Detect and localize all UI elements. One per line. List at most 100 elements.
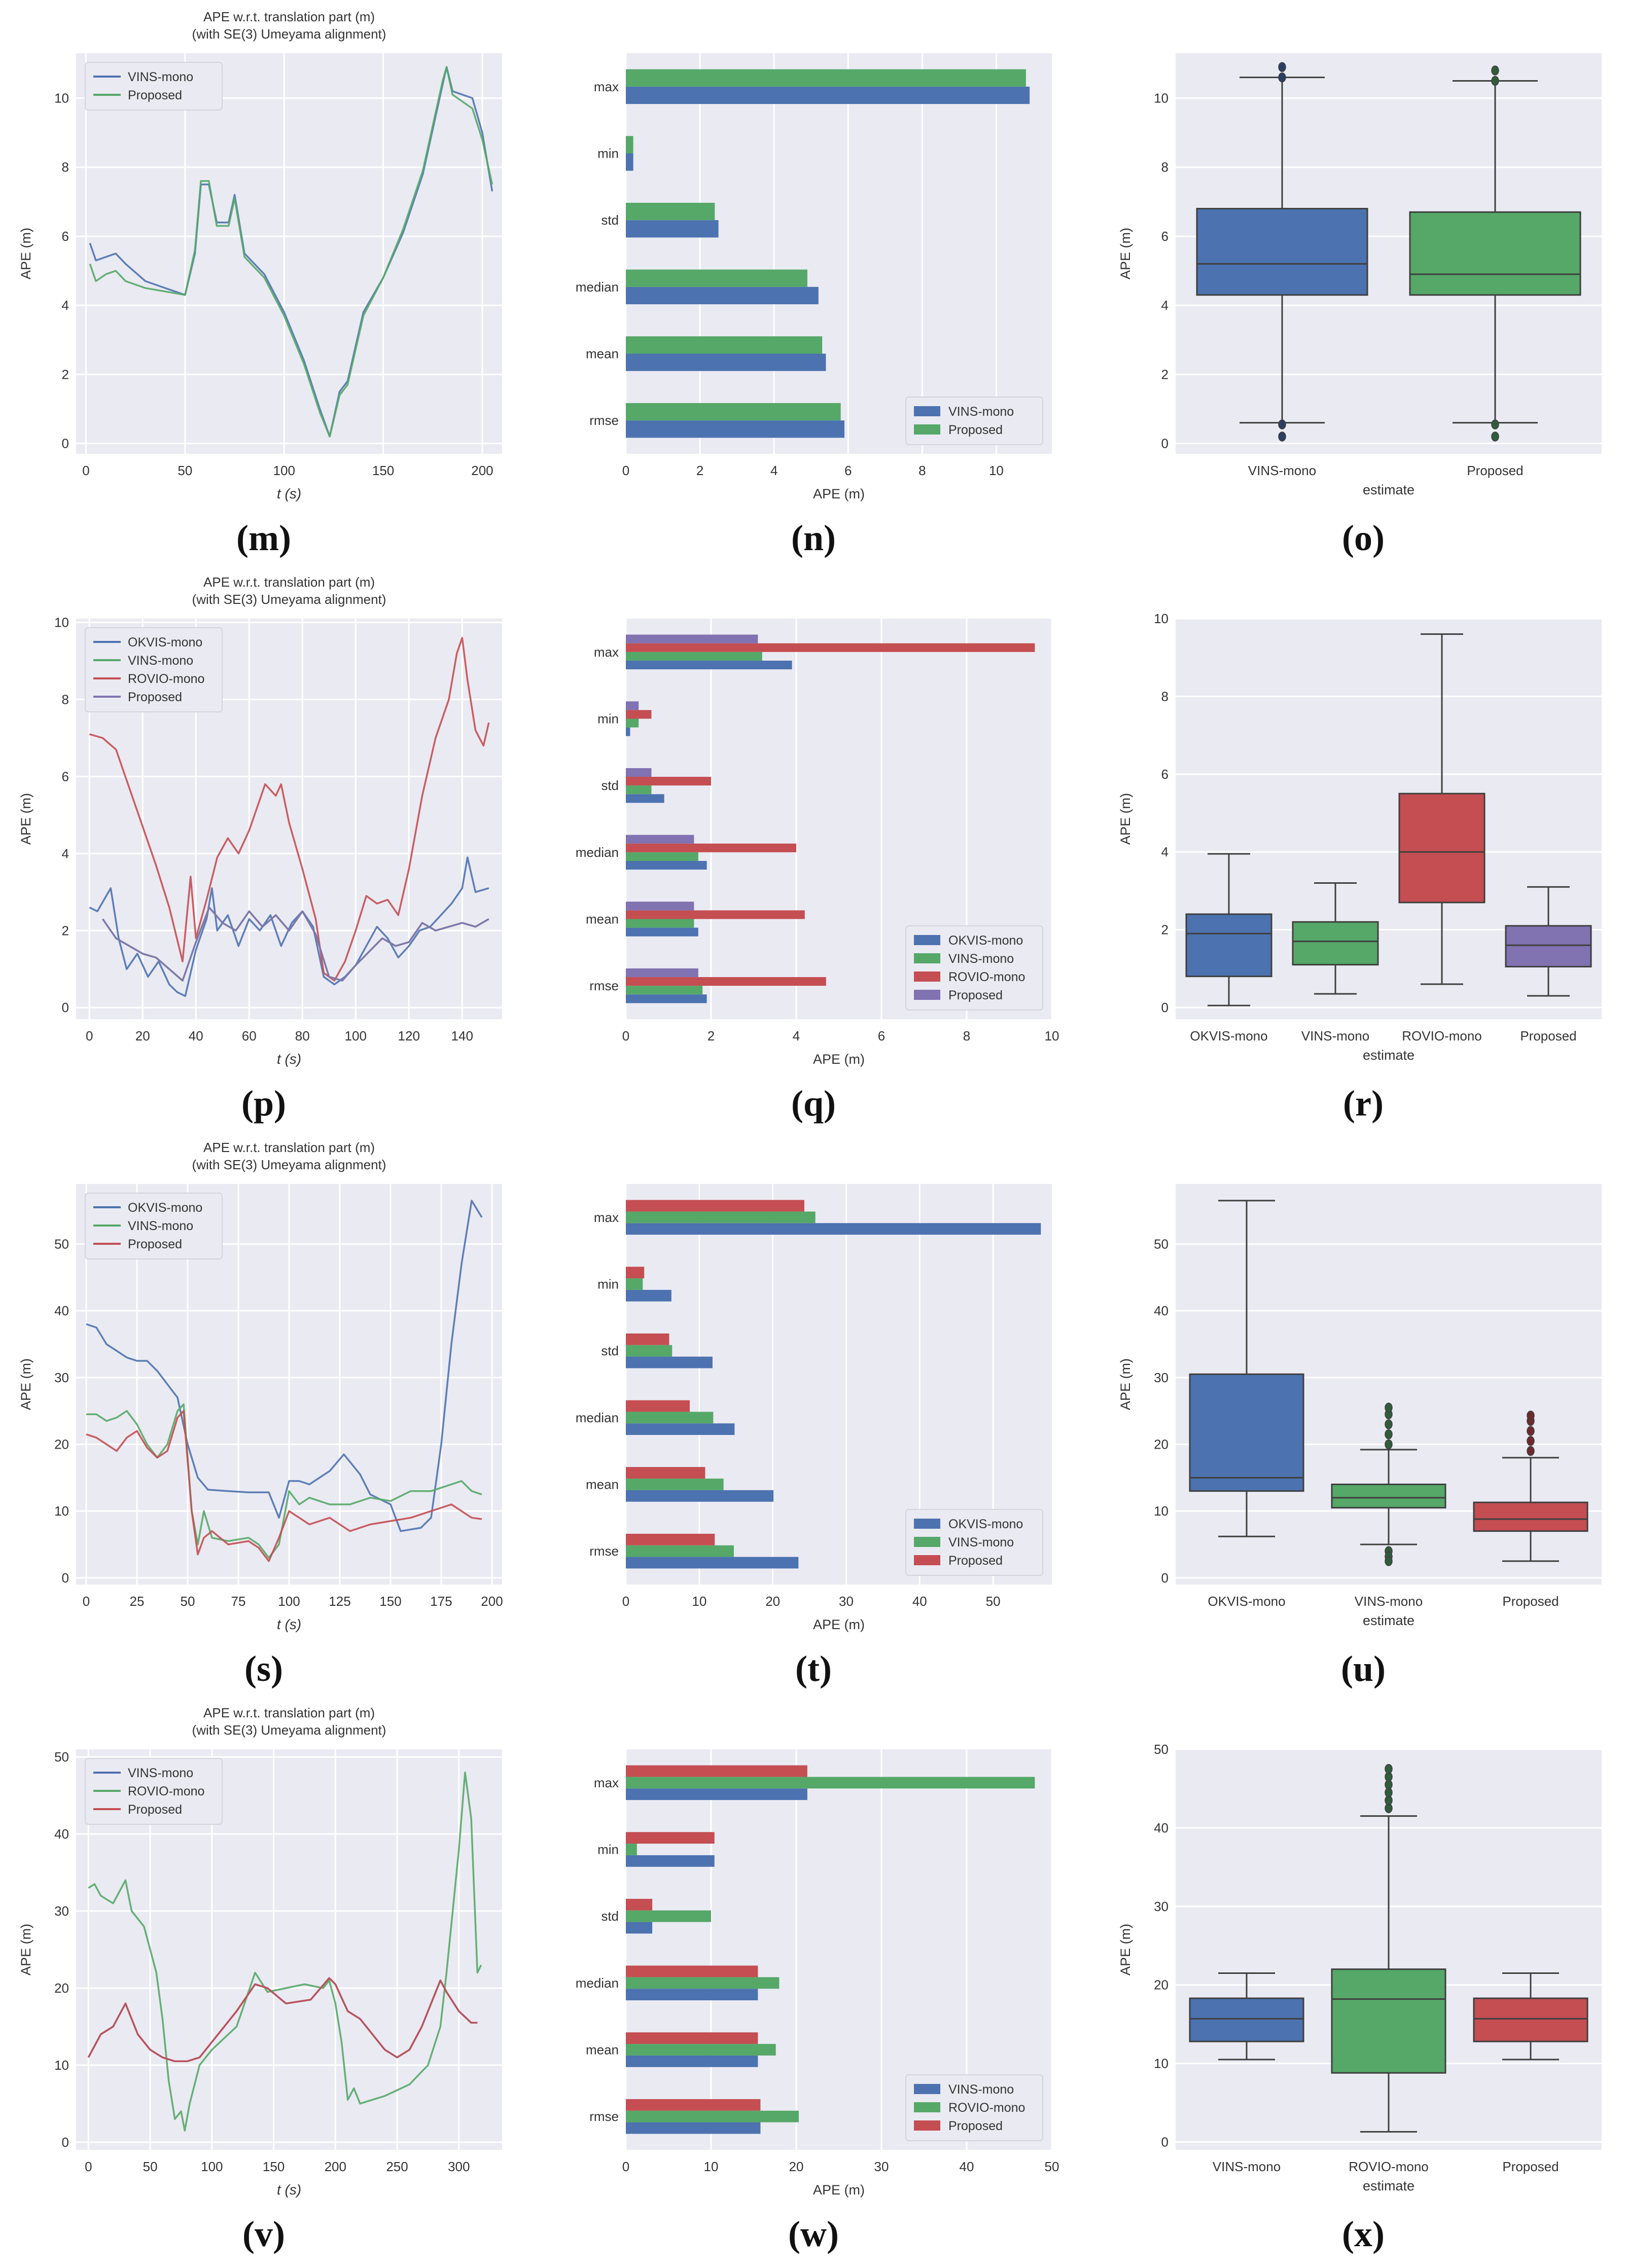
bar [626, 202, 715, 221]
category-label: min [597, 146, 619, 161]
x-tick-label: VINS-mono [1248, 463, 1316, 478]
x-tick-label: 10 [1045, 1028, 1059, 1043]
bar [626, 968, 698, 978]
category-label: median [576, 845, 619, 860]
legend-swatch [914, 2120, 940, 2131]
y-axis-label: APE (m) [18, 793, 33, 845]
legend-entry: VINS-mono [948, 1535, 1014, 1550]
x-tick-label: 50 [178, 463, 192, 478]
series-line [87, 1977, 478, 2063]
bar [626, 652, 762, 661]
category-label: rmse [589, 1543, 619, 1559]
x-tick-label: 30 [874, 2159, 889, 2174]
x-tick-label: 50 [986, 1594, 1001, 1609]
legend-swatch [914, 2102, 940, 2112]
chart-svg: APE w.r.t. translation part (m) (with SE(… [18, 1705, 502, 2198]
legend-entry: Proposed [948, 2119, 1003, 2133]
series-line [86, 1410, 482, 1562]
x-tick-label: 20 [789, 2159, 804, 2174]
x-tick-label: Proposed [1502, 2159, 1559, 2174]
box [1473, 1997, 1588, 2042]
bar [626, 1412, 714, 1424]
bar [626, 1400, 690, 1412]
legend-entry: ROVIO-mono [948, 2101, 1025, 2115]
y-axis-label: APE (m) [18, 1924, 33, 1975]
category-label: std [601, 212, 619, 228]
y-tick-label: 8 [1161, 689, 1169, 704]
y-tick-label: 50 [54, 1237, 69, 1252]
panel-q-stats-bar-chart: 0 2 4 6 8 10 max min std median mean rmse OKVIS-mono… [550, 565, 1077, 1124]
chart-subtitle: (with SE(3) Umeyama alignment) [192, 592, 386, 607]
box [1409, 211, 1581, 296]
x-tick-label: 75 [231, 1594, 246, 1609]
bar [626, 768, 652, 777]
bar [626, 2099, 761, 2111]
panel-o-box-plot: 0 2 4 6 8 10 VINS-mono Proposed estimate APE (m) … [1100, 0, 1627, 558]
bar [626, 1479, 724, 1490]
bar [626, 1922, 653, 1934]
x-tick-label: 30 [839, 1594, 854, 1609]
panel-label: (r) [1343, 1083, 1384, 1124]
x-tick-label: 10 [692, 1594, 706, 1609]
bar [626, 1490, 774, 1502]
outlier-point [1278, 62, 1286, 72]
y-tick-label: 0 [62, 1570, 69, 1586]
panel-t-stats-bar-chart: 0 10 20 30 40 50 max min std median mean rmse OKVIS-… [550, 1131, 1077, 1689]
x-tick-label: 80 [295, 1028, 310, 1043]
bar [626, 403, 841, 421]
panel-s-trajectory-plot: APE w.r.t. translation part (m) (with SE(… [0, 1131, 527, 1689]
legend-swatch [914, 1519, 940, 1529]
chart-subtitle: (with SE(3) Umeyama alignment) [192, 1157, 386, 1172]
panel-label: (q) [791, 1083, 836, 1124]
y-tick-label: 10 [1154, 1503, 1169, 1519]
x-tick-label: 125 [329, 1594, 350, 1609]
bar [626, 2110, 799, 2122]
bar [626, 1898, 653, 1911]
legend-entry: VINS-mono [128, 1766, 193, 1780]
legend-entry: VINS-mono [128, 70, 193, 84]
box [1189, 1373, 1304, 1492]
legend-entry: ROVIO-mono [948, 970, 1025, 984]
y-tick-label: 10 [1154, 611, 1169, 626]
panel-label: (t) [795, 1648, 832, 1689]
category-label: max [594, 79, 619, 94]
panel-w-stats-bar-chart: 0 10 20 30 40 50 max min std median mean rmse VINS-m… [550, 1696, 1077, 2254]
x-tick-label: 175 [430, 1594, 452, 1609]
y-axis-label: APE (m) [18, 228, 33, 279]
x-tick-label: 2 [708, 1028, 715, 1043]
x-tick-label: 6 [878, 1028, 885, 1043]
x-tick-label: 40 [960, 2159, 974, 2174]
x-axis-label: estimate [1363, 1048, 1414, 1063]
legend-entry: ROVIO-mono [128, 1784, 204, 1798]
x-axis-label: APE (m) [813, 2182, 865, 2198]
chart-svg: 0 10 20 30 40 50 max min std median mean rmse OKVIS-… [576, 1184, 1052, 1632]
y-tick-label: 40 [1154, 1303, 1169, 1318]
legend-entry: Proposed [128, 1237, 182, 1251]
chart-svg: 0 2 4 6 8 10 max min std median mean rmse VINS-mono P… [576, 53, 1052, 501]
bar [626, 153, 633, 171]
bar [626, 269, 807, 287]
x-axis-label: t (s) [277, 486, 301, 501]
bar [626, 986, 703, 995]
legend-box [85, 1193, 223, 1259]
legend-entry: VINS-mono [128, 1219, 193, 1233]
bar [626, 785, 652, 795]
bar [626, 2044, 776, 2056]
plot-background [626, 53, 1052, 454]
x-tick-label: 10 [704, 2159, 719, 2174]
y-tick-label: 0 [62, 436, 69, 451]
bar [626, 136, 633, 154]
panel-label: (x) [1342, 2214, 1385, 2254]
x-axis-label: APE (m) [813, 1052, 865, 1067]
y-tick-label: 20 [54, 1437, 69, 1452]
legend-swatch [914, 971, 940, 982]
legend-swatch [914, 990, 940, 1000]
y-tick-label: 30 [54, 1370, 69, 1385]
category-label: mean [586, 1477, 619, 1492]
x-tick-label: 25 [130, 1594, 145, 1609]
outlier-point [1385, 1419, 1393, 1429]
chart-title: APE w.r.t. translation part (m) [203, 9, 375, 24]
bar [626, 1211, 816, 1223]
x-tick-label: VINS-mono [1213, 2159, 1281, 2174]
bar [626, 643, 1035, 652]
